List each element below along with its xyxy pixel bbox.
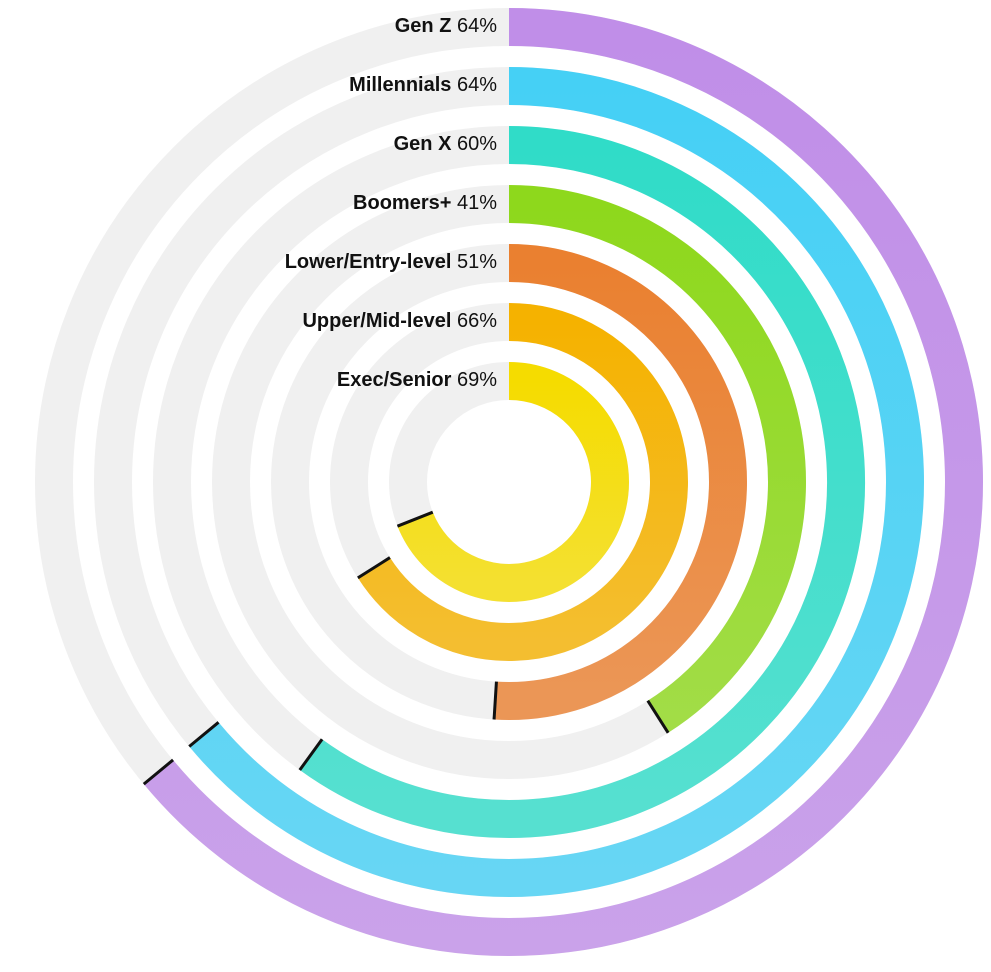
bar [299,126,865,838]
category-label: Upper/Mid-level [302,310,451,332]
bar [143,8,983,956]
bar [508,185,806,733]
bar-label: Gen X 60% [394,133,498,155]
bar-end [646,699,670,734]
bar [357,303,688,661]
bar-end [188,721,220,748]
bar-label: Boomers+ 41% [353,192,497,214]
bar-label: Upper/Mid-level 66% [302,310,497,332]
category-label: Gen Z [395,15,452,37]
value-label: 51% [457,251,497,273]
bar-end [298,738,324,771]
value-label: 64% [457,15,497,37]
bar-label: Lower/Entry-level 51% [285,251,498,273]
bar-end [357,556,391,580]
category-label: Lower/Entry-level [285,251,452,273]
bar-label: Exec/Senior 69% [337,369,497,391]
value-label: 64% [457,74,497,96]
category-label: Gen X [394,133,452,155]
bar [494,244,747,720]
value-label: 66% [457,310,497,332]
bar-label: Millennials 64% [349,74,497,96]
bar-label: Gen Z 64% [395,15,497,37]
category-label: Boomers+ [353,192,451,214]
value-label: 69% [457,369,497,391]
bar [189,67,924,897]
category-label: Millennials [349,74,451,96]
value-label: 60% [457,133,497,155]
bar-end [396,510,434,528]
category-label: Exec/Senior [337,369,452,391]
bar-end [142,758,175,786]
value-label: 41% [457,192,497,214]
bar [397,362,629,602]
bar-end [492,681,498,720]
